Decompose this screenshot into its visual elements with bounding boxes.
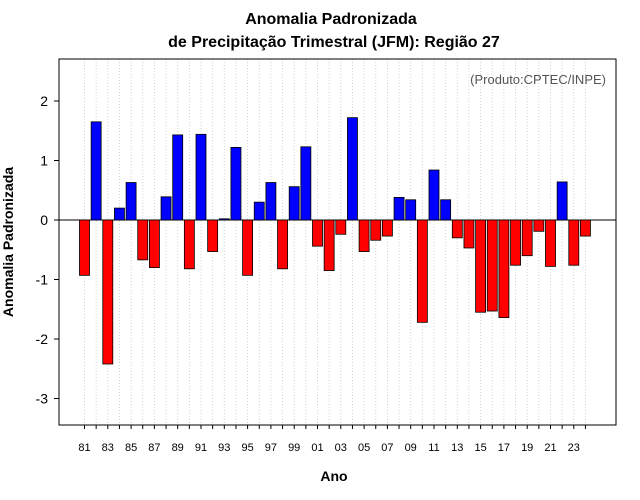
bar-2024 — [580, 219, 591, 237]
x-tick-label: 05 — [358, 442, 370, 454]
bar-1992 — [207, 219, 219, 252]
bar-1989 — [172, 134, 184, 221]
bar-2010 — [416, 219, 428, 323]
chart-title: Anomalia Padronizada — [245, 11, 417, 28]
bar-2019 — [521, 219, 533, 257]
x-tick-label: 97 — [265, 442, 277, 454]
x-tick-label: 21 — [544, 442, 556, 454]
x-tick-label: 93 — [218, 442, 230, 454]
bars — [79, 117, 591, 365]
y-tick-label: 0 — [40, 212, 48, 228]
bar-1991 — [195, 133, 207, 221]
bar-2008 — [393, 196, 405, 221]
x-tick-label: 95 — [241, 442, 253, 454]
bar-1984 — [114, 207, 125, 221]
x-tick-label: 87 — [148, 442, 160, 454]
bar-1999 — [288, 186, 300, 221]
x-axis-title: Ano — [320, 468, 347, 484]
y-tick-label: -2 — [36, 331, 49, 347]
bar-2018 — [510, 219, 521, 266]
bar-2011 — [428, 169, 440, 221]
x-axis: 81 83 85 87 89 91 93 95 97 99 01 03 05 07 09 11 13 15 17 19… — [78, 425, 586, 454]
x-tick-label: 15 — [474, 442, 486, 454]
y-axis-title: Anomalia Padronizada — [0, 167, 16, 317]
x-tick-label: 09 — [405, 442, 417, 454]
x-tick-label: 19 — [521, 442, 533, 454]
bar-2021 — [545, 219, 556, 267]
bar-1995 — [242, 219, 254, 276]
bar-2015 — [475, 219, 487, 313]
bar-2016 — [486, 219, 498, 312]
bar-2012 — [440, 199, 452, 221]
source-annotation: (Produto:CPTEC/INPE) — [470, 72, 606, 87]
x-tick-label: 11 — [428, 442, 439, 454]
y-tick-label: 2 — [40, 93, 48, 109]
y-tick-label: 1 — [40, 153, 48, 169]
x-tick-label: 13 — [451, 442, 463, 454]
x-tick-label: 99 — [288, 442, 300, 454]
bar-1986 — [137, 219, 149, 261]
bar-2004 — [347, 117, 358, 221]
bar-2005 — [358, 219, 370, 252]
bar-2003 — [335, 219, 347, 235]
bar-2020 — [533, 219, 545, 232]
x-tick-label: 91 — [195, 442, 207, 454]
x-tick-label: 83 — [102, 442, 114, 454]
bar-1998 — [277, 219, 288, 270]
bar-2000 — [300, 146, 312, 221]
y-axis: -3 -2 -1 0 1 2 — [36, 93, 59, 407]
x-tick-label: 23 — [568, 442, 580, 454]
bar-2013 — [451, 219, 463, 239]
bar-1993 — [218, 218, 230, 221]
x-tick-label: 07 — [381, 442, 393, 454]
y-tick-label: -3 — [36, 391, 49, 407]
x-tick-label: 17 — [498, 442, 510, 454]
bar-2014 — [463, 219, 475, 249]
bar-1982 — [90, 121, 102, 221]
bar-1981 — [79, 219, 90, 276]
x-tick-label: 89 — [172, 442, 184, 454]
x-tick-label: 03 — [335, 442, 347, 454]
bar-2002 — [323, 219, 335, 271]
bar-1996 — [253, 201, 265, 221]
x-tick-label: 81 — [78, 442, 90, 454]
bar-2006 — [370, 219, 382, 241]
bar-1988 — [160, 196, 172, 221]
bar-1990 — [183, 219, 195, 270]
x-tick-label: 01 — [311, 442, 323, 454]
bar-1997 — [265, 182, 277, 221]
y-tick-label: -1 — [36, 272, 49, 288]
bar-2023 — [568, 219, 580, 266]
bar-2009 — [405, 199, 417, 221]
bar-2007 — [381, 219, 393, 237]
chart-subtitle: de Precipitação Trimestral (JFM): Região… — [168, 34, 500, 51]
bar-2017 — [498, 219, 510, 318]
x-tick-label: 85 — [125, 442, 137, 454]
bar-2001 — [312, 219, 323, 247]
bar-1994 — [230, 147, 242, 221]
bar-2022 — [556, 181, 568, 221]
bar-1987 — [148, 219, 160, 268]
bar-1983 — [102, 219, 114, 365]
bar-1985 — [125, 182, 137, 221]
plot-frame — [58, 58, 617, 426]
